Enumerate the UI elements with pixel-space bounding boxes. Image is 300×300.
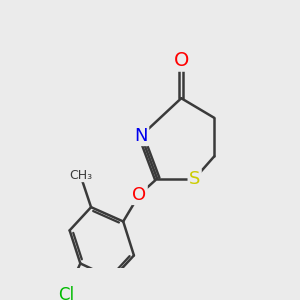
Text: S: S — [189, 169, 200, 188]
Text: CH₃: CH₃ — [69, 169, 92, 182]
Text: Cl: Cl — [58, 286, 74, 300]
Text: O: O — [132, 186, 146, 204]
Text: N: N — [134, 127, 148, 145]
Text: O: O — [174, 51, 189, 70]
